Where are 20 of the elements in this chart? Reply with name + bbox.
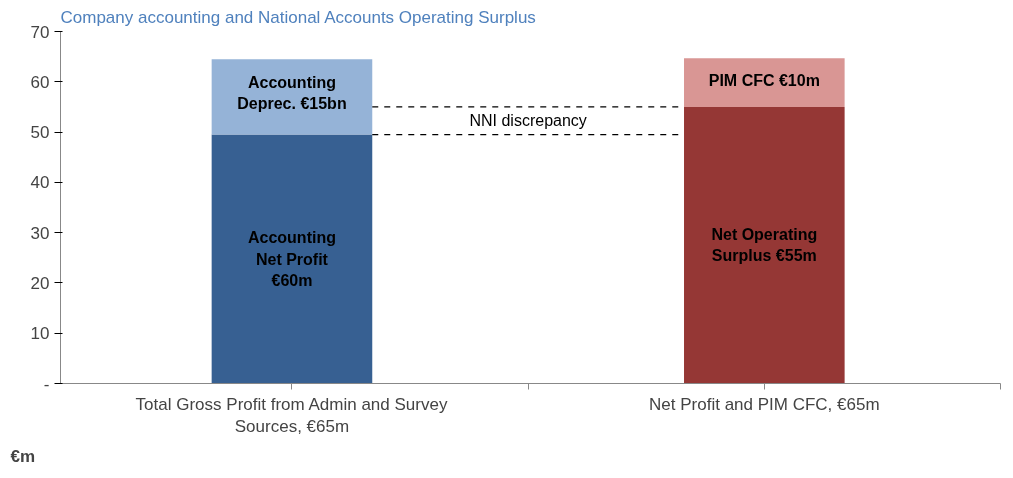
x-tick-label: Total Gross Profit from Admin and Survey Sources, €65m: [135, 394, 448, 437]
y-tick-label: 50: [30, 123, 50, 143]
annotation: PIM CFC €10m: [708, 71, 820, 89]
x-tick-label: Net Profit and PIM CFC, €65m: [649, 394, 880, 414]
y-tick-label: 10: [30, 324, 50, 344]
annotation: Net Operating Surplus €55m: [711, 226, 818, 265]
y-axis-title: €m: [10, 446, 36, 466]
y-tick-label: -: [43, 374, 50, 394]
y-tick-label: 30: [30, 223, 50, 243]
y-tick-label: 20: [30, 273, 50, 293]
y-tick-label: 60: [30, 72, 50, 92]
annotation: NNI discrepancy: [469, 112, 587, 130]
annotation: Accounting Deprec. €15bn: [237, 73, 347, 113]
chart-title: Company accounting and National Accounts Operating Surplus: [60, 7, 536, 27]
y-tick-label: 40: [30, 173, 50, 193]
bar: [211, 134, 373, 384]
y-tick-label: 70: [30, 22, 50, 42]
annotation: Accounting Net Profit €60m: [247, 229, 336, 289]
bar: [684, 106, 845, 384]
bar: [684, 58, 845, 107]
